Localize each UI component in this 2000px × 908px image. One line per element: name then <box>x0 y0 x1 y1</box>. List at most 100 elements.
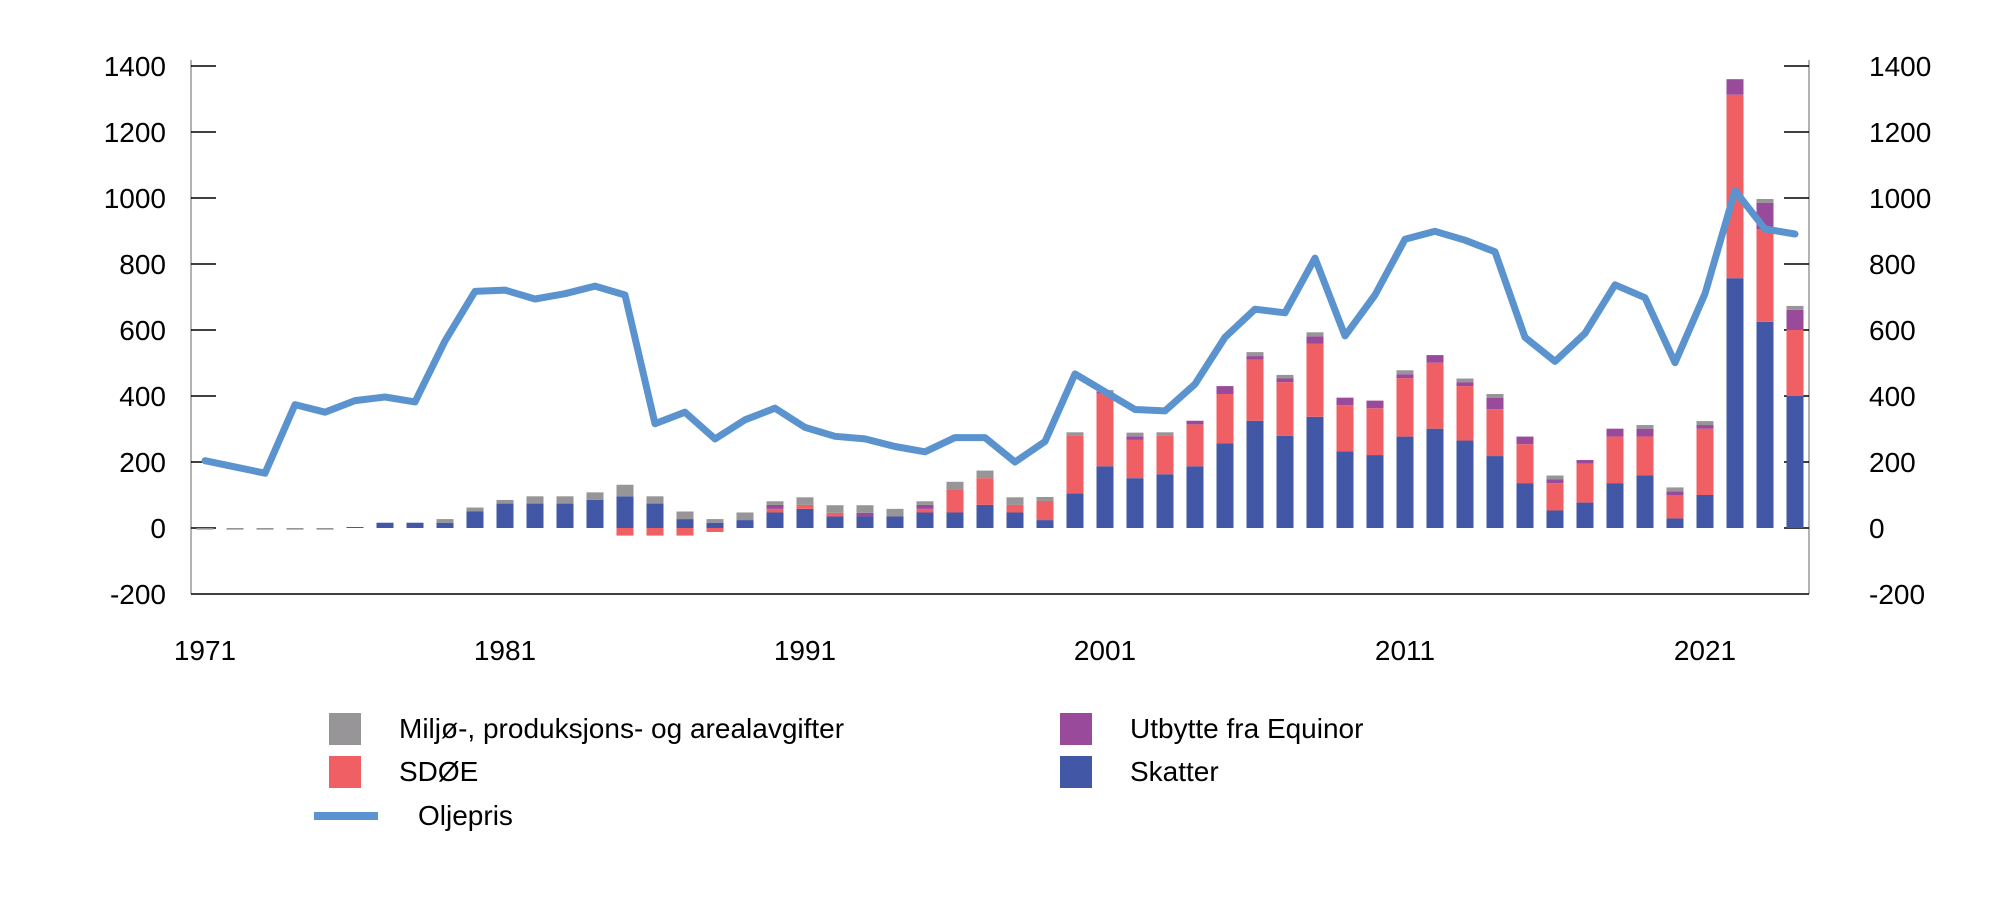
bar-sd-e-1995 <box>916 508 934 513</box>
bar-sd-e-1990 <box>766 508 784 513</box>
bar-sd-e-1985 <box>616 528 634 536</box>
bar-sd-e-2012 <box>1426 362 1444 429</box>
bar-sd-e-1987 <box>676 528 694 536</box>
bar-utbytte-fra-equinor-2010 <box>1366 400 1384 409</box>
bar-milj-produksjons-og-arealavgifter-2007 <box>1276 374 1294 379</box>
bar-sd-e-2018 <box>1606 436 1624 484</box>
bar-utbytte-fra-equinor-2019 <box>1636 428 1654 437</box>
legend-item-miljo: Miljø-, produksjons- og arealavgifter <box>329 712 844 746</box>
bar-milj-produksjons-og-arealavgifter-1979 <box>436 519 454 523</box>
bar-milj-produksjons-og-arealavgifter-2011 <box>1396 370 1414 375</box>
bar-milj-produksjons-og-arealavgifter-1984 <box>586 492 604 500</box>
bar-milj-produksjons-og-arealavgifter-1975 <box>316 528 334 530</box>
x-tick-label: 1981 <box>474 635 536 666</box>
bar-utbytte-fra-equinor-2013 <box>1456 382 1474 387</box>
bar-skatter-1995 <box>916 512 934 528</box>
bar-milj-produksjons-og-arealavgifter-1982 <box>526 496 544 504</box>
bar-sd-e-1996 <box>946 489 964 513</box>
bar-utbytte-fra-equinor-2014 <box>1486 397 1504 410</box>
legend-label-oljepris: Oljepris <box>418 800 513 831</box>
bar-skatter-2004 <box>1186 466 1204 528</box>
bar-milj-produksjons-og-arealavgifter-1980 <box>466 507 484 512</box>
bar-milj-produksjons-og-arealavgifter-1988 <box>706 519 724 523</box>
right-y-tick-label: 0 <box>1869 513 1885 544</box>
bar-sd-e-2023 <box>1756 229 1774 322</box>
bar-milj-produksjons-og-arealavgifter-1995 <box>916 501 934 505</box>
x-tick-label: 2021 <box>1674 635 1736 666</box>
bar-skatter-2008 <box>1306 416 1324 528</box>
bar-utbytte-fra-equinor-2018 <box>1606 428 1624 437</box>
left-y-tick-label: 400 <box>119 381 166 412</box>
legend-swatch-miljo <box>329 713 361 745</box>
legend-swatch-utbytte <box>1060 713 1092 745</box>
bar-skatter-2011 <box>1396 436 1414 528</box>
bar-skatter-2019 <box>1636 475 1654 528</box>
left-y-tick-label: 200 <box>119 447 166 478</box>
bar-milj-produksjons-og-arealavgifter-1991 <box>796 497 814 505</box>
bar-sd-e-2005 <box>1216 394 1234 444</box>
bar-sd-e-2000 <box>1066 435 1084 494</box>
bar-skatter-1981 <box>496 503 514 528</box>
bar-skatter-2005 <box>1216 443 1234 528</box>
bar-skatter-1980 <box>466 511 484 528</box>
bar-utbytte-fra-equinor-2017 <box>1576 460 1594 464</box>
bar-milj-produksjons-og-arealavgifter-2002 <box>1126 432 1144 437</box>
bar-skatter-1982 <box>526 503 544 528</box>
bar-skatter-1998 <box>1006 512 1024 528</box>
left-y-tick-label: 1000 <box>104 183 166 214</box>
bar-skatter-2018 <box>1606 483 1624 528</box>
bar-sd-e-2004 <box>1186 424 1204 467</box>
legend-item-sdoe: SDØE <box>329 755 478 789</box>
bar-milj-produksjons-og-arealavgifter-1994 <box>886 508 904 517</box>
bar-milj-produksjons-og-arealavgifter-1993 <box>856 505 874 513</box>
bar-skatter-1976 <box>346 527 364 528</box>
bar-skatter-2021 <box>1696 495 1714 528</box>
bar-skatter-1990 <box>766 512 784 528</box>
bar-skatter-1989 <box>736 520 754 528</box>
bar-milj-produksjons-og-arealavgifter-2019 <box>1636 425 1654 429</box>
bar-sd-e-1991 <box>796 504 814 509</box>
bar-milj-produksjons-og-arealavgifter-1999 <box>1036 496 1054 501</box>
bar-sd-e-2017 <box>1576 463 1594 503</box>
bar-sd-e-1997 <box>976 478 994 505</box>
bar-skatter-2002 <box>1126 478 1144 528</box>
bar-utbytte-fra-equinor-2002 <box>1126 436 1144 440</box>
bar-skatter-2012 <box>1426 428 1444 528</box>
bar-skatter-2010 <box>1366 455 1384 528</box>
bar-milj-produksjons-og-arealavgifter-2013 <box>1456 378 1474 383</box>
bar-sd-e-2008 <box>1306 343 1324 417</box>
right-y-tick-label: 200 <box>1869 447 1916 478</box>
bar-skatter-2013 <box>1456 440 1474 528</box>
bar-skatter-1988 <box>706 522 724 528</box>
bar-utbytte-fra-equinor-2009 <box>1336 397 1354 406</box>
right-y-tick-label: 1400 <box>1869 51 1931 82</box>
bar-sd-e-2014 <box>1486 409 1504 457</box>
legend-label-miljo: Miljø-, produksjons- og arealavgifter <box>399 713 845 744</box>
bar-milj-produksjons-og-arealavgifter-1987 <box>676 511 694 520</box>
bar-utbytte-fra-equinor-1995 <box>916 504 934 509</box>
bar-utbytte-fra-equinor-2011 <box>1396 374 1414 379</box>
bar-utbytte-fra-equinor-2007 <box>1276 378 1294 383</box>
bar-utbytte-fra-equinor-2024 <box>1786 309 1804 330</box>
right-y-tick-label: -200 <box>1869 579 1925 610</box>
oil-price-line <box>201 187 1799 477</box>
bar-sd-e-2010 <box>1366 408 1384 456</box>
bar-skatter-1987 <box>676 519 694 528</box>
bar-milj-produksjons-og-arealavgifter-1983 <box>556 496 574 504</box>
bar-skatter-2024 <box>1786 396 1804 528</box>
left-y-tick-label: 800 <box>119 249 166 280</box>
bar-skatter-2015 <box>1516 483 1534 528</box>
bar-sd-e-2007 <box>1276 382 1294 436</box>
bar-milj-produksjons-og-arealavgifter-2008 <box>1306 332 1324 337</box>
bar-milj-produksjons-og-arealavgifter-1985 <box>616 484 634 497</box>
bar-milj-produksjons-og-arealavgifter-2016 <box>1546 475 1564 480</box>
tick-labels: -200 -200 0 0 200 200 400 400 600 600 800 800 1000 10… <box>104 51 1932 666</box>
bar-skatter-2020 <box>1666 518 1684 528</box>
bar-skatter-2006 <box>1246 420 1264 528</box>
bar-milj-produksjons-og-arealavgifter-1973 <box>256 528 274 530</box>
left-y-tick-label: 1400 <box>104 51 166 82</box>
bar-sd-e-1992 <box>826 512 844 517</box>
x-tick-label: 2011 <box>1375 635 1435 666</box>
bar-milj-produksjons-og-arealavgifter-2014 <box>1486 394 1504 398</box>
bar-utbytte-fra-equinor-2006 <box>1246 356 1264 360</box>
